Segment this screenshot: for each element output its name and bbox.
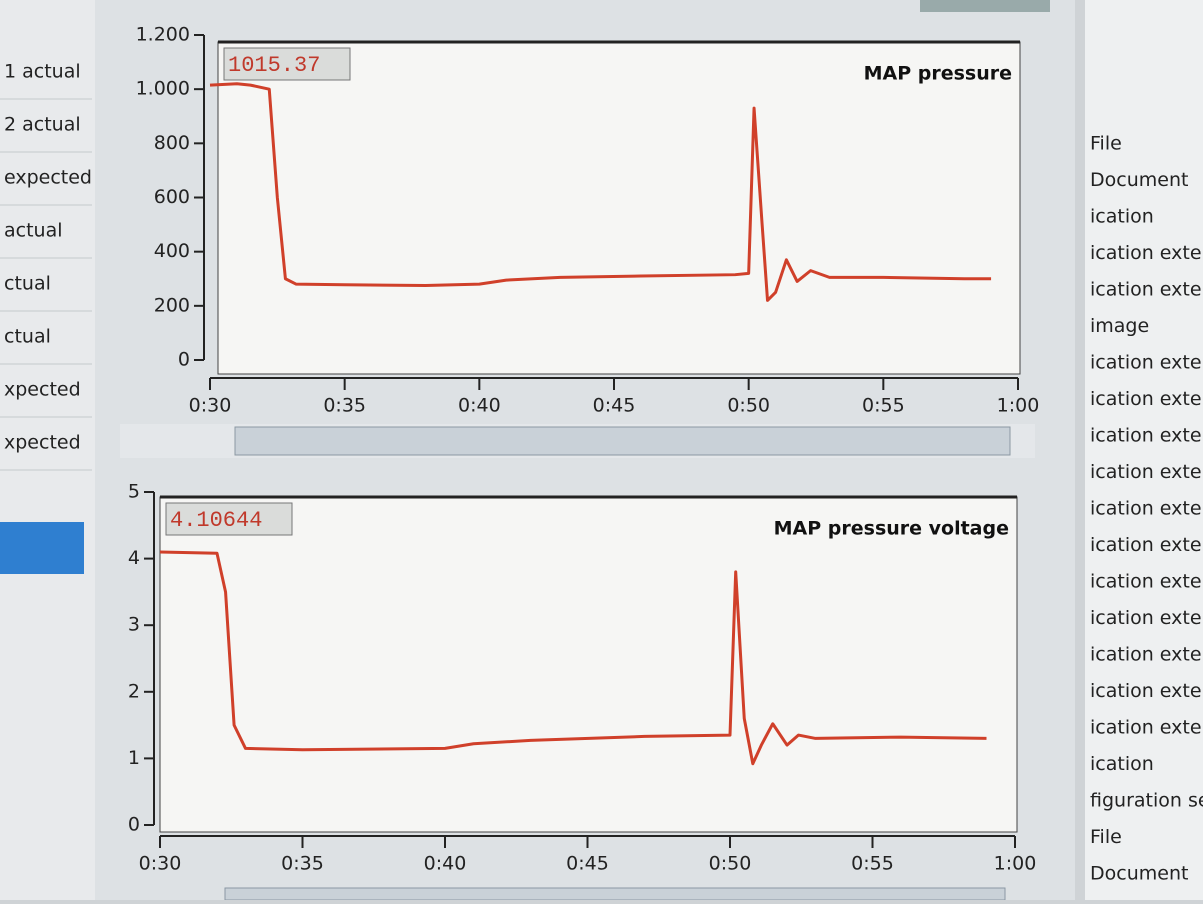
list-item: ication exten: [1090, 279, 1203, 301]
y-tick-label: 2: [128, 680, 140, 702]
readout-box: [223, 47, 351, 81]
readout: 4.10644: [170, 508, 262, 533]
y-tick-label: 800: [154, 132, 190, 154]
x-tick-label: 0:45: [566, 853, 609, 875]
list-item: ication exten: [1090, 388, 1203, 410]
list-item: Document: [1090, 169, 1188, 191]
list-item: ctual: [4, 273, 51, 295]
list-item: ication exten: [1090, 571, 1203, 593]
x-tick-label: 0:55: [862, 395, 905, 417]
y-tick-label: 0: [128, 814, 140, 836]
list-item: ication exten: [1090, 534, 1203, 556]
y-tick-label: 4: [128, 547, 140, 569]
plot-area: [217, 41, 1021, 375]
list-item: 1 actual: [4, 61, 81, 83]
y-tick-label: 1.200: [136, 24, 190, 46]
list-item: ication exten: [1090, 425, 1203, 447]
y-tick-label: 3: [128, 614, 140, 636]
list-item: expected: [4, 167, 92, 189]
x-tick-label: 1:00: [997, 395, 1040, 417]
data-line: [209, 82, 992, 302]
list-item: 2 actual: [4, 114, 81, 136]
y-tick-label: 1: [128, 747, 140, 769]
x-tick-label: 0:35: [323, 395, 366, 417]
list-item: ication: [1090, 206, 1154, 228]
list-item: ication exten: [1090, 242, 1203, 264]
y-tick-label: 5: [128, 481, 140, 503]
list-item: File: [1090, 133, 1122, 155]
readout: 1015.37: [228, 53, 320, 78]
scrollbar-thumb[interactable]: [224, 887, 1006, 901]
list-item: ctual: [4, 326, 51, 348]
x-tick-label: 0:35: [281, 853, 324, 875]
window-buttons[interactable]: [920, 0, 1050, 12]
right-panel: [1085, 0, 1203, 900]
x-tick-label: 0:50: [727, 395, 770, 417]
x-tick-label: 0:50: [709, 853, 752, 875]
list-item: actual: [4, 220, 63, 242]
list-item: ication exten: [1090, 498, 1203, 520]
list-item: Document: [1090, 863, 1188, 885]
x-tick-label: 1:00: [994, 853, 1037, 875]
list-item: figuration set: [1090, 790, 1203, 812]
list-item: ication exten: [1090, 717, 1203, 739]
list-item: xpected: [4, 432, 81, 454]
scrollbar-thumb[interactable]: [234, 426, 1011, 456]
list-item: ication exten: [1090, 644, 1203, 666]
list-item: File: [1090, 826, 1122, 848]
chart-title: MAP pressure voltage: [774, 518, 1009, 540]
list-item: ication exten: [1090, 607, 1203, 629]
y-tick-label: 400: [154, 240, 190, 262]
y-tick-label: 200: [154, 294, 190, 316]
x-tick-label: 0:45: [593, 395, 636, 417]
y-tick-label: 0: [178, 349, 190, 371]
list-item: ication exten: [1090, 352, 1203, 374]
list-item: xpected: [4, 379, 81, 401]
list-item: ication: [1090, 753, 1154, 775]
x-tick-label: 0:55: [851, 853, 894, 875]
left-selection: [0, 522, 84, 574]
chart-title: MAP pressure: [864, 63, 1012, 85]
list-item: image: [1090, 315, 1149, 337]
data-line: [159, 550, 987, 766]
y-tick-label: 600: [154, 186, 190, 208]
left-panel: [0, 0, 95, 900]
y-tick-label: 1.000: [136, 78, 190, 100]
x-tick-label: 0:30: [189, 395, 232, 417]
x-tick-label: 0:40: [424, 853, 467, 875]
x-tick-label: 0:30: [139, 853, 182, 875]
readout-box: [165, 502, 293, 536]
x-tick-label: 0:40: [458, 395, 501, 417]
list-item: ication exten: [1090, 461, 1203, 483]
plot-area: [159, 496, 1018, 833]
list-item: ication exten: [1090, 680, 1203, 702]
